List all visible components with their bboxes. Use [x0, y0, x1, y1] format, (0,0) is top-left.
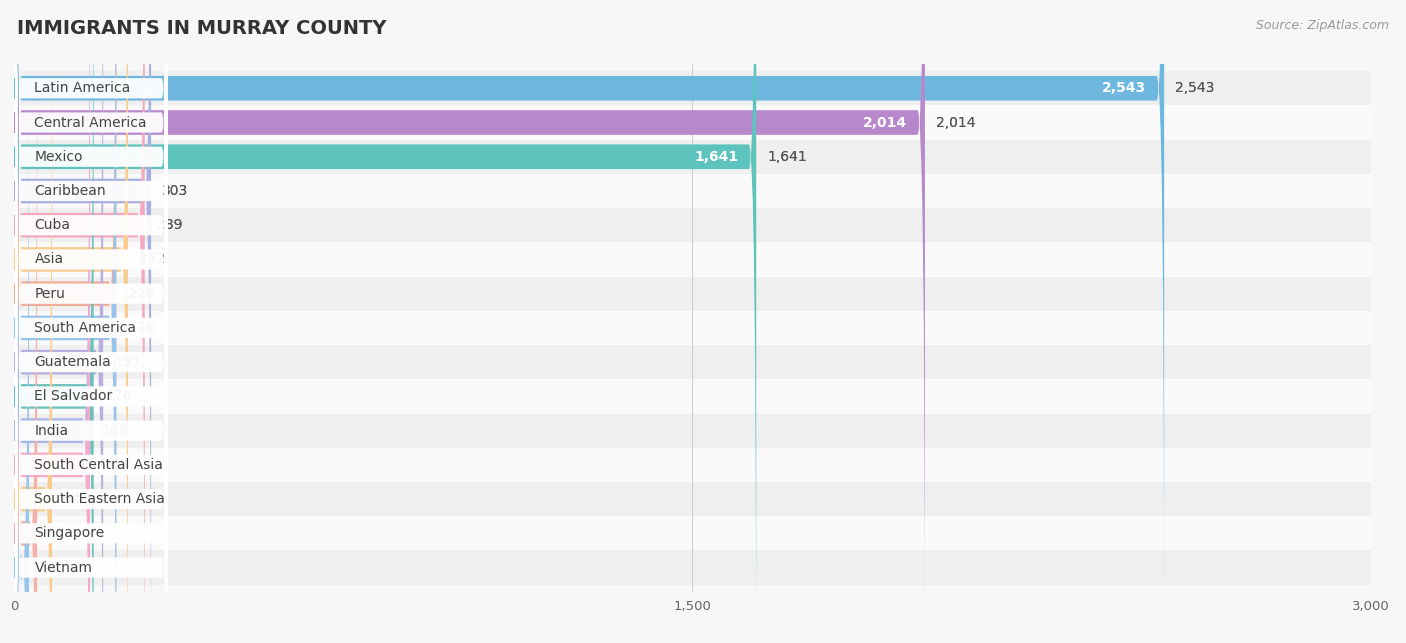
Text: 289: 289 [156, 218, 183, 232]
Bar [14, 345, 1371, 379]
Text: 33: 33 [41, 561, 58, 575]
Text: 51: 51 [48, 527, 66, 540]
Bar [14, 413, 1371, 448]
Text: 2,543: 2,543 [1102, 81, 1146, 95]
Text: Singapore: Singapore [34, 527, 104, 540]
FancyBboxPatch shape [14, 116, 167, 643]
Text: 168: 168 [101, 458, 128, 472]
Text: 2,014: 2,014 [936, 116, 976, 129]
FancyBboxPatch shape [14, 0, 145, 643]
Text: 303: 303 [163, 184, 188, 198]
Text: 176: 176 [105, 390, 132, 403]
Text: South Central Asia: South Central Asia [34, 458, 163, 472]
Text: 84: 84 [63, 492, 82, 506]
FancyBboxPatch shape [14, 0, 167, 643]
FancyBboxPatch shape [14, 0, 117, 643]
FancyBboxPatch shape [14, 0, 103, 643]
Text: 226: 226 [128, 287, 153, 301]
Text: Peru: Peru [34, 287, 65, 301]
FancyBboxPatch shape [14, 0, 37, 643]
FancyBboxPatch shape [14, 0, 90, 643]
Bar [14, 311, 1371, 345]
FancyBboxPatch shape [14, 0, 167, 643]
FancyBboxPatch shape [14, 0, 117, 643]
Text: Latin America: Latin America [34, 81, 131, 95]
Bar [14, 208, 1371, 242]
FancyBboxPatch shape [14, 0, 167, 609]
Bar [14, 448, 1371, 482]
Text: 197: 197 [114, 355, 141, 369]
Text: 1,641: 1,641 [768, 150, 807, 164]
Bar [14, 71, 1371, 105]
FancyBboxPatch shape [14, 81, 167, 643]
Text: 2,014: 2,014 [936, 116, 976, 129]
Text: El Salvador: El Salvador [34, 390, 112, 403]
Text: 2,014: 2,014 [863, 116, 907, 129]
Text: 303: 303 [163, 184, 188, 198]
FancyBboxPatch shape [14, 0, 1164, 640]
FancyBboxPatch shape [14, 0, 167, 575]
Bar [14, 482, 1371, 516]
FancyBboxPatch shape [14, 16, 30, 643]
FancyBboxPatch shape [14, 0, 167, 643]
Text: South America: South America [34, 321, 136, 335]
FancyBboxPatch shape [14, 0, 756, 643]
Bar [14, 550, 1371, 584]
Text: 33: 33 [41, 561, 58, 575]
Text: 289: 289 [156, 218, 183, 232]
Text: India: India [34, 424, 69, 438]
Text: 226: 226 [128, 287, 153, 301]
FancyBboxPatch shape [14, 0, 94, 643]
Text: South Eastern Asia: South Eastern Asia [34, 492, 166, 506]
Bar [14, 105, 1371, 140]
Text: Vietnam: Vietnam [34, 561, 93, 575]
FancyBboxPatch shape [14, 0, 925, 643]
Text: IMMIGRANTS IN MURRAY COUNTY: IMMIGRANTS IN MURRAY COUNTY [17, 19, 387, 39]
Text: 226: 226 [128, 321, 153, 335]
FancyBboxPatch shape [14, 0, 128, 643]
Bar [14, 242, 1371, 276]
Bar [14, 140, 1371, 174]
Text: 226: 226 [128, 321, 153, 335]
FancyBboxPatch shape [14, 0, 90, 643]
Text: Cuba: Cuba [34, 218, 70, 232]
Text: 1,641: 1,641 [768, 150, 807, 164]
Bar [14, 516, 1371, 550]
FancyBboxPatch shape [14, 47, 167, 643]
FancyBboxPatch shape [14, 0, 150, 643]
Text: Mexico: Mexico [34, 150, 83, 164]
Text: Guatemala: Guatemala [34, 355, 111, 369]
Bar [14, 379, 1371, 413]
FancyBboxPatch shape [14, 0, 167, 643]
FancyBboxPatch shape [14, 13, 167, 643]
Text: 51: 51 [48, 527, 66, 540]
Text: Asia: Asia [34, 253, 63, 266]
Bar [14, 174, 1371, 208]
Text: 176: 176 [105, 390, 132, 403]
Text: 2,543: 2,543 [1175, 81, 1215, 95]
Text: 1,641: 1,641 [695, 150, 738, 164]
FancyBboxPatch shape [14, 0, 52, 643]
Text: 168: 168 [101, 458, 128, 472]
FancyBboxPatch shape [14, 0, 167, 643]
Text: 2,543: 2,543 [1175, 81, 1215, 95]
Text: Source: ZipAtlas.com: Source: ZipAtlas.com [1256, 19, 1389, 32]
Text: 168: 168 [101, 424, 128, 438]
FancyBboxPatch shape [14, 0, 167, 643]
Text: 197: 197 [114, 355, 141, 369]
FancyBboxPatch shape [14, 0, 167, 643]
Text: 84: 84 [63, 492, 82, 506]
Text: Caribbean: Caribbean [34, 184, 105, 198]
Text: Central America: Central America [34, 116, 146, 129]
Text: 252: 252 [139, 253, 166, 266]
FancyBboxPatch shape [14, 0, 167, 643]
FancyBboxPatch shape [14, 0, 167, 540]
Text: 252: 252 [139, 253, 166, 266]
Text: 168: 168 [101, 424, 128, 438]
Bar [14, 276, 1371, 311]
